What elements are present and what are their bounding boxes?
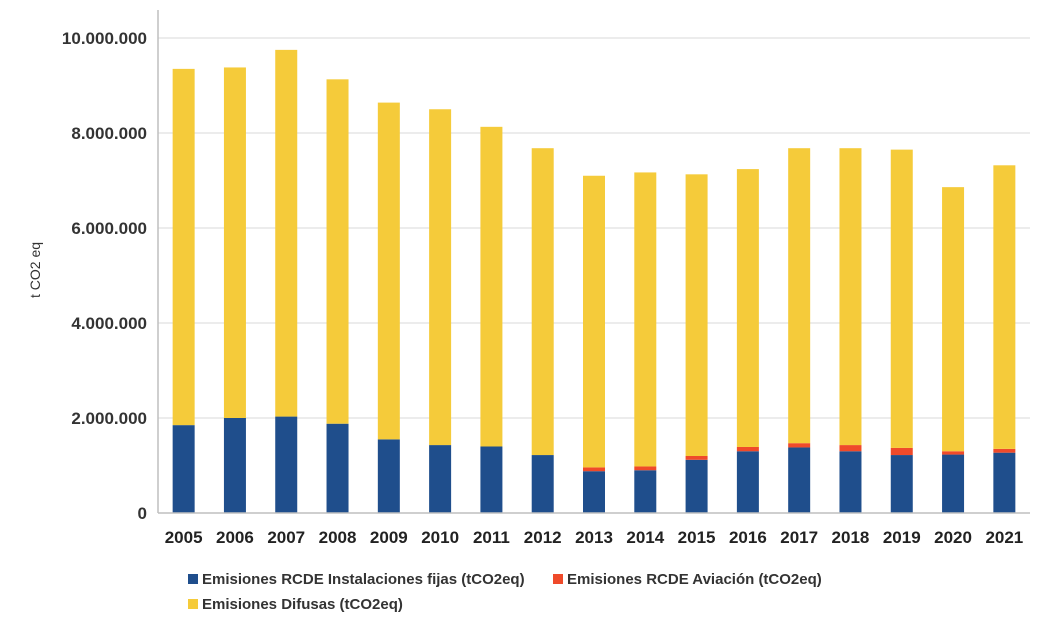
x-tick-label: 2014 <box>626 528 664 547</box>
bar-2014-series-1 <box>634 466 657 471</box>
bar-2018-series-0 <box>839 451 862 513</box>
x-tick-label: 2020 <box>934 528 972 547</box>
bar-2013-series-1 <box>583 467 605 472</box>
bar-2017-series-0 <box>788 447 811 513</box>
bar-2014-series-2 <box>634 172 657 467</box>
bar-2018-series-1 <box>839 445 862 452</box>
bar-2005-series-0 <box>172 425 195 513</box>
legend-label: Emisiones RCDE Instalaciones fijas (tCO2… <box>202 571 525 588</box>
bar-2007-series-0 <box>275 416 298 513</box>
axes <box>157 10 1030 514</box>
bar-2009-series-2 <box>377 102 400 440</box>
bar-2011-series-0 <box>480 446 503 513</box>
legend-swatch <box>188 574 198 584</box>
bar-2008-series-2 <box>326 79 349 424</box>
bar-2020-series-0 <box>942 454 965 513</box>
x-tick-label: 2015 <box>678 528 716 547</box>
bar-2013-series-2 <box>583 175 605 468</box>
y-tick-labels: 0 2.000.000 4.000.000 6.000.000 8.000.000 10.… <box>62 29 147 523</box>
legend-label: Emisiones Difusas (tCO2eq) <box>202 596 403 613</box>
x-tick-label: 2016 <box>729 528 767 547</box>
x-tick-label: 2010 <box>421 528 459 547</box>
bar-2020-series-2 <box>942 187 965 452</box>
bar-2012-series-2 <box>531 148 554 456</box>
bar-2019-series-1 <box>890 447 913 456</box>
x-tick-label: 2007 <box>267 528 305 547</box>
bar-2015-series-0 <box>685 459 708 513</box>
bar-2015-series-2 <box>685 174 708 456</box>
bar-2013-series-0 <box>583 471 605 513</box>
bar-2021-series-2 <box>993 165 1016 449</box>
bar-2017-series-1 <box>788 443 811 448</box>
x-tick-labels: 2005 2006 2007 2008 2009 2010 2011 2012 2013 2014… <box>165 528 1024 547</box>
x-tick-label: 2011 <box>473 528 510 547</box>
bar-2014-series-0 <box>634 470 657 513</box>
y-tick-label: 2.000.000 <box>71 409 147 428</box>
bar-2016-series-2 <box>736 169 759 447</box>
x-tick-label: 2005 <box>165 528 203 547</box>
legend-swatch <box>553 574 563 584</box>
bar-2017-series-2 <box>788 148 811 444</box>
bar-2021-series-1 <box>993 448 1016 453</box>
x-tick-label: 2018 <box>832 528 870 547</box>
bar-2005-series-2 <box>172 68 195 426</box>
bar-2019-series-0 <box>890 455 913 513</box>
bar-2006-series-0 <box>223 418 246 513</box>
x-tick-label: 2019 <box>883 528 921 547</box>
bar-2021-series-0 <box>993 452 1016 513</box>
x-tick-label: 2006 <box>216 528 254 547</box>
bars <box>172 49 1016 513</box>
x-tick-label: 2009 <box>370 528 408 547</box>
y-tick-label: 0 <box>138 504 147 523</box>
bar-2008-series-0 <box>326 423 349 513</box>
legend-swatch <box>188 599 198 609</box>
bar-2011-series-2 <box>480 126 503 447</box>
bar-2015-series-1 <box>685 456 708 460</box>
bar-2012-series-0 <box>531 455 554 513</box>
bar-2007-series-2 <box>275 49 298 417</box>
bar-2019-series-2 <box>890 149 913 448</box>
y-tick-label: 6.000.000 <box>71 219 147 238</box>
x-tick-label: 2012 <box>524 528 562 547</box>
y-axis-label: t CO2 eq <box>27 242 43 298</box>
bar-2018-series-2 <box>839 148 862 446</box>
legend-label: Emisiones RCDE Aviación (tCO2eq) <box>567 571 822 588</box>
bar-2016-series-0 <box>736 451 759 513</box>
x-tick-label: 2021 <box>985 528 1023 547</box>
y-tick-label: 8.000.000 <box>71 124 147 143</box>
y-tick-label: 10.000.000 <box>62 29 147 48</box>
bar-2020-series-1 <box>942 451 965 455</box>
bar-2010-series-2 <box>429 109 452 446</box>
legend: Emisiones RCDE Instalaciones fijas (tCO2… <box>188 571 822 613</box>
x-tick-label: 2013 <box>575 528 613 547</box>
y-tick-label: 4.000.000 <box>71 314 147 333</box>
bar-2006-series-2 <box>223 67 246 418</box>
x-tick-label: 2008 <box>319 528 357 547</box>
bar-2009-series-0 <box>377 439 400 513</box>
bar-2016-series-1 <box>736 446 759 452</box>
bar-2010-series-0 <box>429 445 452 513</box>
x-tick-label: 2017 <box>780 528 818 547</box>
